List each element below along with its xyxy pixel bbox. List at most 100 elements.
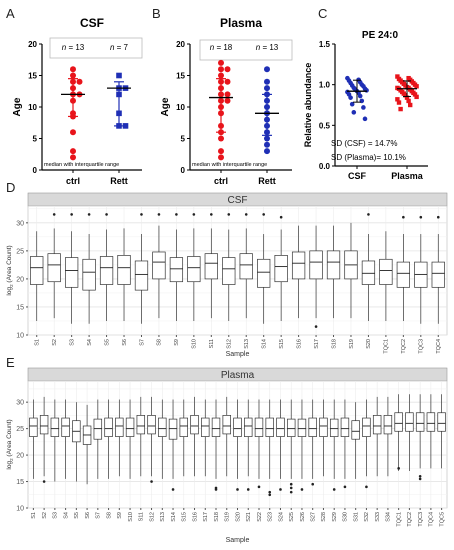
x-tick-label: TQC2	[407, 512, 413, 527]
data-point	[403, 93, 408, 98]
box	[190, 415, 199, 435]
x-tick-label: S22	[257, 512, 263, 522]
x-tick-label: Rett	[110, 176, 128, 186]
y-tick-label: 0	[181, 166, 186, 175]
box	[147, 415, 156, 435]
y-tick-label: 10	[16, 333, 24, 340]
data-point	[404, 95, 410, 100]
box	[431, 261, 445, 288]
box	[30, 256, 44, 285]
data-point	[224, 91, 231, 98]
box	[326, 250, 341, 280]
box	[426, 412, 436, 432]
y-tick-label: 1.0	[319, 81, 331, 90]
box	[309, 250, 323, 280]
data-point	[70, 113, 76, 120]
box	[254, 417, 264, 437]
data-point	[264, 148, 270, 155]
outlier-point	[279, 488, 282, 491]
x-tick-label: ctrl	[66, 176, 80, 186]
box	[50, 417, 60, 437]
x-tick-label: S10	[192, 339, 198, 349]
box	[239, 253, 253, 280]
box	[297, 418, 307, 437]
box	[152, 251, 166, 280]
group-count-label: n = 13	[256, 43, 279, 52]
x-tick-label: S33	[375, 512, 381, 522]
data-point	[218, 97, 224, 104]
x-tick-label: S27	[311, 512, 317, 522]
x-tick-label: S5	[104, 339, 110, 346]
panel-a: CSF 0 5 10 15 20 Age ctrl n = 13 Rett n = 7 median …	[12, 16, 143, 186]
outlier-point	[171, 488, 175, 491]
outlier-point	[42, 480, 46, 483]
x-tick-label: S20	[366, 339, 372, 349]
y-tick-label: 20	[176, 40, 185, 49]
outlier-point	[157, 213, 161, 216]
outlier-point	[365, 485, 368, 489]
box	[274, 255, 288, 283]
y-tick-label: 0	[33, 166, 38, 175]
data-point	[264, 116, 270, 123]
outlier-point	[367, 213, 370, 216]
y-tick-label: 20	[28, 40, 37, 49]
data-point	[218, 91, 224, 98]
x-tick-label: TQC1	[384, 339, 390, 354]
data-point	[357, 93, 363, 99]
x-tick-label: S1	[35, 339, 41, 346]
x-tick-label: S7	[139, 339, 145, 346]
x-tick-label: S30	[343, 512, 349, 522]
x-tick-label: TQC4	[429, 512, 435, 527]
x-tick-label: S17	[314, 339, 320, 349]
x-tick-label: Plasma	[391, 171, 424, 181]
x-tick-label: S6	[85, 512, 91, 519]
data-point	[116, 91, 122, 98]
x-tick-label: S3	[53, 512, 59, 519]
x-tick-label: S15	[182, 512, 188, 522]
x-tick-label: TQC3	[419, 339, 425, 354]
x-tick-label: S11	[139, 512, 145, 521]
panel-label-C: C	[318, 6, 327, 21]
box	[29, 417, 38, 437]
box	[340, 417, 350, 437]
outlier-point	[246, 488, 250, 491]
outlier-point	[418, 474, 422, 478]
data-point	[218, 110, 224, 117]
y-tick-label: 20	[16, 276, 24, 283]
x-tick-label: S2	[42, 512, 48, 519]
x-tick-label: S12	[227, 339, 233, 349]
box	[379, 258, 393, 285]
x-tick-label: TQC3	[418, 512, 424, 527]
box	[179, 417, 188, 437]
x-tick-label: S12	[149, 512, 155, 522]
outlier-point	[419, 215, 423, 219]
data-point	[218, 122, 224, 129]
box	[287, 418, 296, 437]
box	[396, 261, 410, 288]
y-tick-label: 0.0	[319, 162, 331, 171]
data-point	[408, 102, 413, 108]
chart-title: Plasma	[220, 16, 262, 30]
box	[244, 417, 253, 437]
x-tick-label: ctrl	[214, 176, 228, 186]
note-text: median with interquartile range	[192, 162, 267, 168]
data-point	[396, 100, 402, 105]
data-point	[264, 66, 270, 73]
outlier-point	[268, 493, 272, 497]
data-point	[224, 66, 231, 73]
x-tick-label: S4	[87, 339, 93, 346]
data-point	[218, 66, 224, 73]
box	[134, 260, 149, 291]
y-tick-label: 1.5	[319, 40, 331, 49]
chart-title: CSF	[80, 16, 104, 30]
panel-label-E: E	[6, 355, 15, 370]
box	[415, 412, 425, 432]
data-point	[70, 66, 76, 73]
outlier-point	[210, 213, 213, 216]
data-point	[264, 122, 270, 129]
data-point	[398, 106, 403, 112]
y-tick-label: 15	[176, 72, 185, 81]
outlier-point	[70, 213, 73, 216]
x-tick-label: S6	[122, 339, 128, 346]
x-tick-label: S8	[106, 512, 112, 519]
